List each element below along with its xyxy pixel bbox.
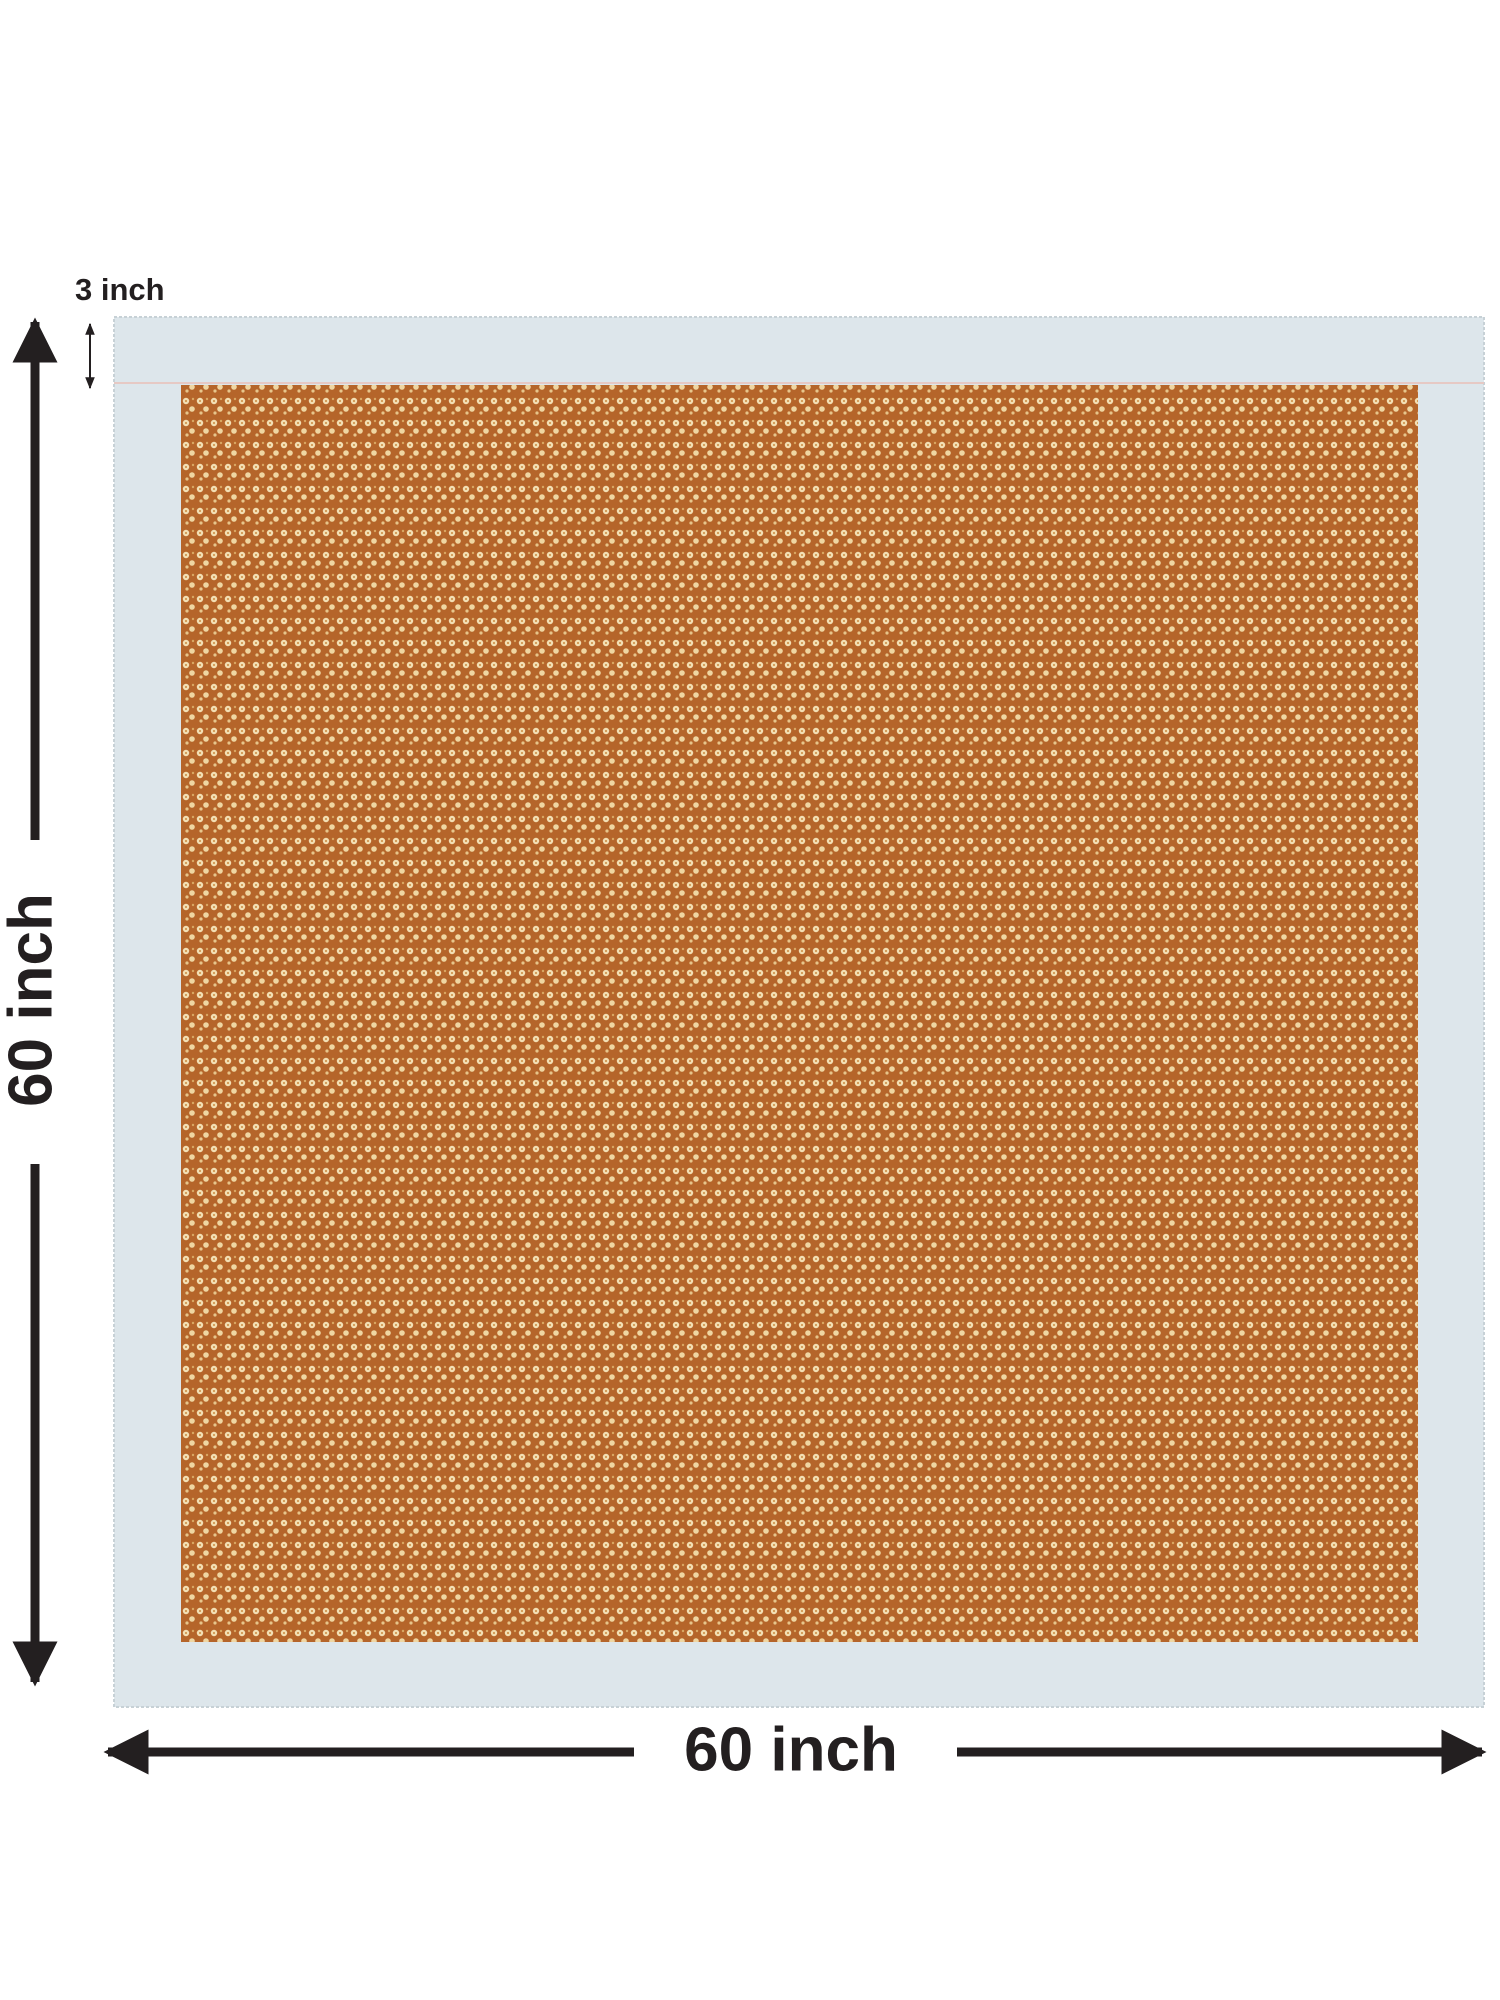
border-label: 3 inch [75, 272, 165, 307]
width-label: 60 inch [684, 1715, 898, 1784]
height-label: 60 inch [0, 893, 65, 1107]
cloth-pattern [181, 385, 1418, 1642]
